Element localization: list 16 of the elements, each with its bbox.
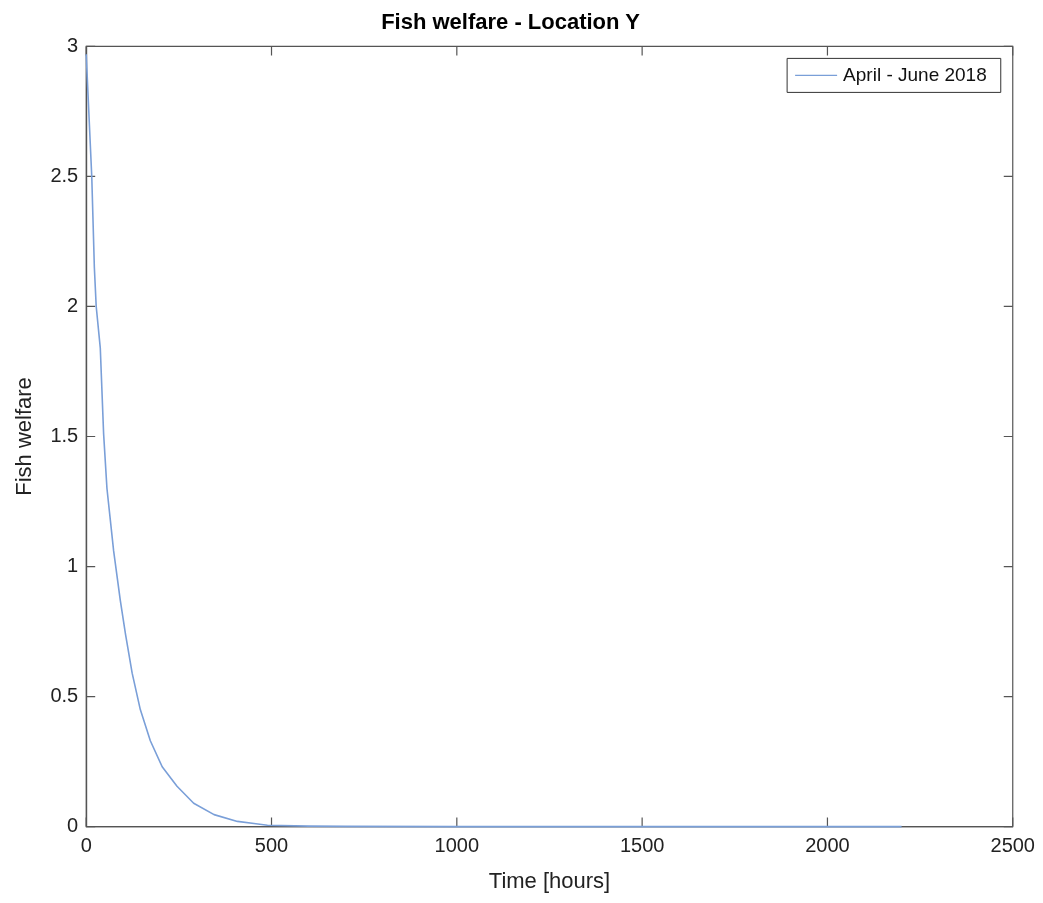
- x-axis-title: Time [hours]: [488, 867, 611, 893]
- x-tick-label: 1500: [619, 834, 665, 857]
- x-tick-label: 2500: [990, 834, 1035, 857]
- x-tick-label: 1000: [434, 834, 480, 857]
- y-tick-label: 1.5: [50, 424, 79, 447]
- y-tick-label: 3: [67, 33, 79, 56]
- y-tick-label: 0.5: [50, 684, 79, 707]
- x-tick-label: 2000: [805, 834, 850, 857]
- y-tick-label: 2: [67, 293, 79, 316]
- y-tick-label: 0: [67, 814, 79, 837]
- x-tick-label: 500: [254, 834, 289, 857]
- chart-title: Fish welfare - Location Y: [381, 9, 641, 35]
- y-tick-label: 2.5: [50, 163, 79, 186]
- legend-label: April - June 2018: [843, 63, 987, 85]
- y-axis-title: Fish welfare: [11, 377, 37, 496]
- y-tick-label: 1: [67, 554, 79, 577]
